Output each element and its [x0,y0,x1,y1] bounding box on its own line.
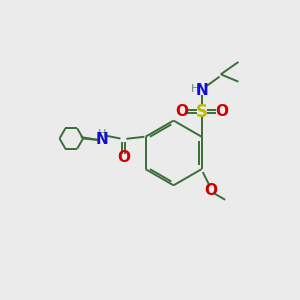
Text: O: O [117,150,130,165]
Text: O: O [205,183,218,198]
Text: O: O [215,104,228,119]
Text: H: H [191,84,199,94]
Text: S: S [196,103,208,121]
Text: N: N [195,83,208,98]
Text: O: O [176,104,188,119]
Text: N: N [96,132,109,147]
Text: H: H [98,129,106,139]
